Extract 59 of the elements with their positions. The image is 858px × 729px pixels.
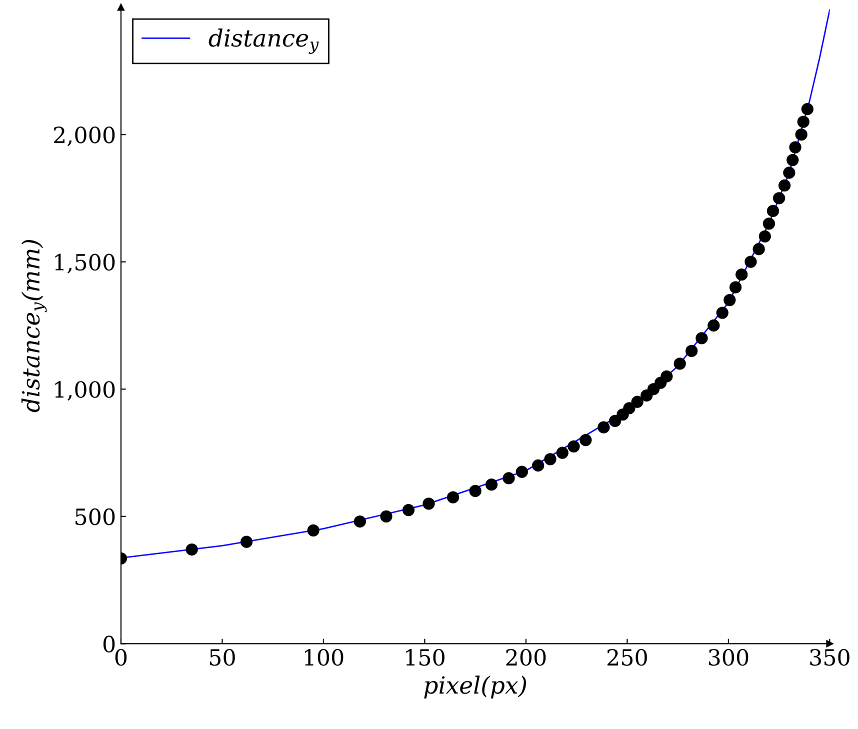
point [608, 414, 622, 428]
point [502, 472, 515, 484]
point [708, 319, 720, 332]
x-tick-label: 150 [406, 648, 444, 666]
x-tick-label: 0 [115, 648, 127, 666]
point [758, 230, 771, 242]
point [660, 370, 673, 382]
point [752, 243, 765, 256]
point [789, 141, 802, 154]
point [772, 192, 786, 204]
y-tick-label: 1,500 [55, 254, 115, 274]
point [532, 459, 544, 472]
point [729, 281, 742, 294]
y-tick-label: 1,000 [55, 381, 115, 401]
point [783, 166, 796, 179]
point [469, 484, 482, 498]
point [686, 344, 698, 358]
point [724, 294, 736, 306]
x-tick-label: 200 [506, 648, 546, 666]
y-axis-title: distance$_{y}$(mm) [21, 240, 47, 412]
point [402, 504, 415, 516]
point [380, 510, 392, 522]
point [716, 306, 728, 319]
point [307, 524, 320, 536]
point [778, 179, 791, 192]
point [786, 154, 799, 166]
point [674, 358, 686, 370]
point [762, 218, 776, 230]
point [623, 402, 636, 414]
legend-label: distance$_{y}$ [208, 28, 319, 54]
point [485, 478, 498, 491]
point [544, 453, 556, 466]
point [598, 421, 610, 434]
y-tick-label: 2,000 [54, 126, 115, 146]
point [580, 434, 592, 446]
point [795, 128, 808, 141]
y-tick-label: 0 [103, 636, 115, 652]
point [797, 116, 810, 128]
x-tick-label: 250 [607, 648, 647, 666]
point [446, 491, 460, 504]
x-axis-title: pixel(px) [424, 676, 526, 698]
x-tick-label: 50 [210, 648, 235, 666]
point [744, 256, 757, 268]
point [631, 396, 644, 408]
point [354, 515, 366, 528]
point [736, 268, 748, 281]
point [568, 440, 580, 452]
point [801, 103, 814, 116]
point [516, 466, 528, 478]
y-tick-label: 500 [76, 508, 115, 526]
point [766, 204, 780, 218]
x-tick-label: 350 [810, 648, 850, 666]
point [696, 332, 708, 344]
point [556, 446, 568, 459]
x-tick-label: 300 [708, 648, 748, 666]
point [186, 543, 198, 556]
point [422, 498, 435, 510]
point [240, 536, 253, 548]
x-tick-label: 100 [304, 648, 344, 666]
